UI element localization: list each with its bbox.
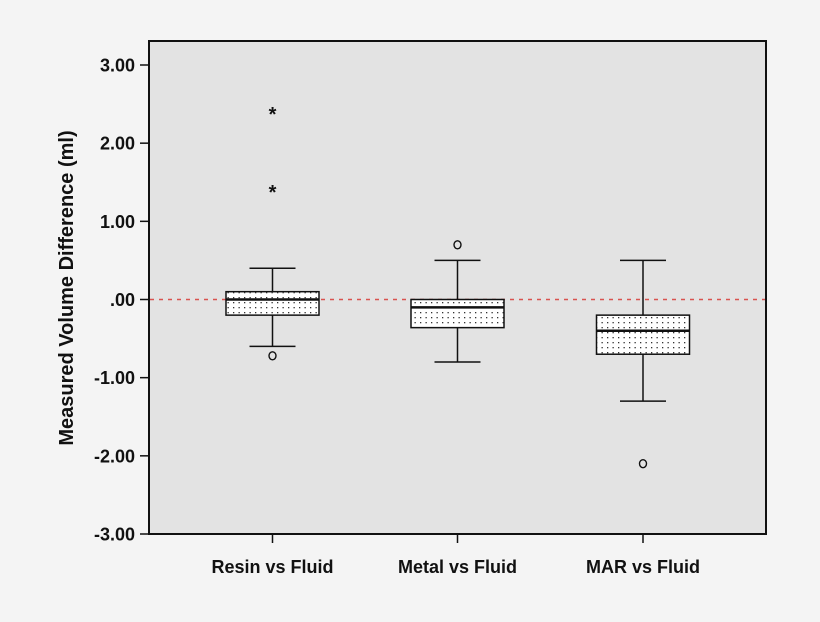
x-tick-label: Resin vs Fluid xyxy=(211,557,333,577)
y-tick-label: -3.00 xyxy=(94,525,135,545)
box-metal-vs-fluid xyxy=(410,240,505,363)
y-axis: 3.00 2.00 1.00 .00 -1.00 -2.00 -3.00 xyxy=(94,56,149,545)
boxes: ** xyxy=(225,104,691,469)
outlier-circle xyxy=(453,240,462,250)
y-tick-label: 3.00 xyxy=(100,56,135,76)
y-tick-label: -2.00 xyxy=(94,446,135,466)
x-tick-label: Metal vs Fluid xyxy=(398,557,517,577)
box-resin-vs-fluid: ** xyxy=(225,104,320,361)
outlier-circle xyxy=(638,458,648,469)
iqr-box xyxy=(225,290,320,316)
y-tick-label: -1.00 xyxy=(94,368,135,388)
y-tick-label: 2.00 xyxy=(100,134,135,154)
y-tick-label: .00 xyxy=(110,290,135,310)
extreme-star: * xyxy=(269,104,277,126)
y-tick-label: 1.00 xyxy=(100,212,135,232)
iqr-box xyxy=(410,298,505,329)
x-tick-label: MAR vs Fluid xyxy=(586,557,700,577)
x-axis: Resin vs Fluid Metal vs Fluid MAR vs Fluid xyxy=(211,534,700,577)
box-mar-vs-fluid xyxy=(595,259,691,469)
iqr-box xyxy=(595,314,691,355)
y-axis-title: Measured Volume Difference (ml) xyxy=(56,130,78,445)
extreme-star: * xyxy=(269,182,277,204)
outlier-circle xyxy=(268,351,277,361)
